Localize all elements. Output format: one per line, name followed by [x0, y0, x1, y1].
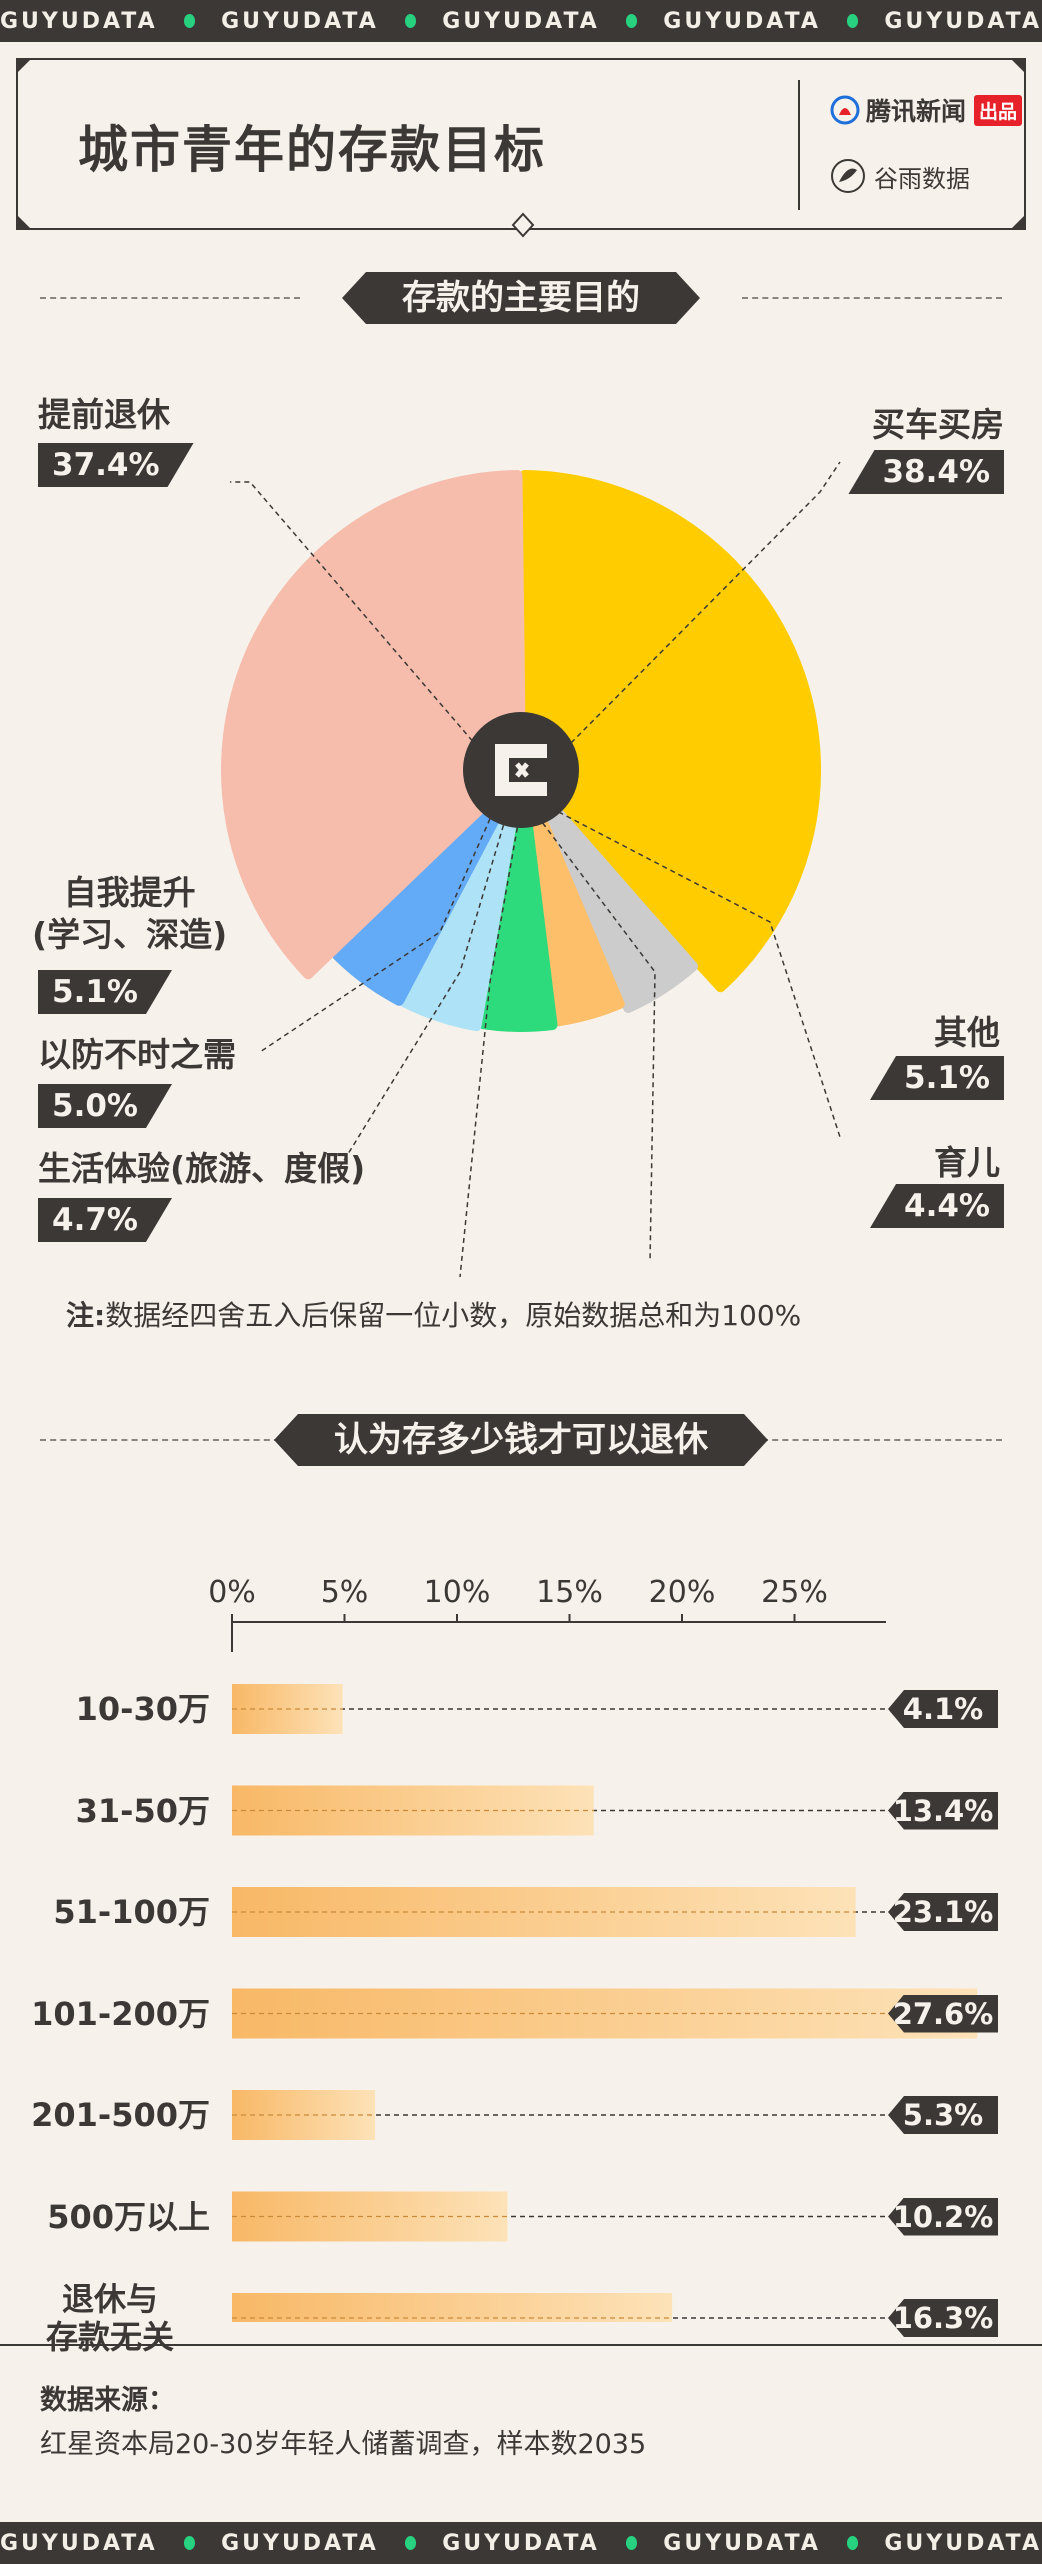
brand-text: GUYUDATA — [442, 2530, 600, 2556]
bar-category-label: 101-200万 — [31, 1994, 210, 2033]
brand-text: GUYUDATA — [221, 8, 379, 34]
pie-label-emergency: 以防不时之需 — [38, 1035, 236, 1074]
guyu-data-text: 谷雨数据 — [874, 164, 970, 193]
brand-strip-bottom: GUYUDATA GUYUDATA GUYUDATA GUYUDATA GUYUDATA — [0, 2522, 1042, 2564]
brand-text: GUYUDATA — [442, 8, 600, 34]
pie-label-self-improve: 自我提升 (学习、深造) — [32, 873, 228, 954]
bar-category-label: 31-50万 — [75, 1791, 210, 1830]
pie-value-self-improve: 5.1% — [38, 970, 172, 1014]
pie-chart — [221, 461, 841, 1278]
pie-slice — [478, 820, 558, 1032]
bar-value-badge: 4.1% — [888, 1690, 998, 1728]
page-title: 城市青年的存款目标 — [78, 121, 546, 179]
brand-text: GUYUDATA — [663, 2530, 821, 2556]
tencent-bell-icon — [830, 95, 860, 125]
tencent-news-text: 腾讯新闻 — [866, 97, 967, 126]
brand-text: GUYUDATA — [884, 2530, 1042, 2556]
green-dot-icon — [846, 2536, 859, 2550]
leader-line — [259, 801, 498, 1053]
source-text: 红星资本局20-30岁年轻人储蓄调查，样本数2035 — [40, 2429, 647, 2460]
bar-value-badge: 10.2% — [888, 2197, 998, 2236]
bar-value-badge: 23.1% — [888, 1893, 998, 1931]
rounding-note: 注:数据经四舍五入后保留一位小数，原始数据总和为100% — [66, 1294, 801, 1334]
section-dash-right — [762, 1439, 1002, 1441]
x-tick-label: 25% — [761, 1575, 828, 1610]
section-dash-left — [40, 1439, 280, 1441]
header-box: 城市青年的存款目标 腾讯新闻 出品 谷雨数据 — [16, 58, 1026, 230]
leader-line — [542, 802, 841, 1138]
brand-text: GUYUDATA — [0, 8, 158, 34]
pie-label-other: 其他 — [934, 1013, 1000, 1052]
guyu-data-logo: 谷雨数据 — [830, 158, 970, 194]
green-dot-icon — [625, 2536, 638, 2550]
section-dash-right — [742, 297, 1002, 299]
guyu-leaf-icon — [831, 159, 865, 193]
leader-line — [557, 461, 841, 757]
center-logo-glyph — [495, 744, 547, 796]
green-dot-icon — [183, 14, 196, 28]
green-dot-icon — [625, 14, 638, 28]
bar-category-label: 201-500万 — [31, 2096, 210, 2134]
bar-category-label: 51-100万 — [53, 1893, 210, 1931]
green-dot-icon — [183, 2536, 196, 2550]
pie-value-emergency: 5.0% — [38, 1084, 172, 1128]
pie-label-retire: 提前退休 — [38, 395, 170, 434]
x-tick-label: 20% — [649, 1575, 716, 1610]
section-header-purpose: 存款的主要目的 — [0, 268, 1042, 328]
green-dot-icon — [404, 14, 417, 28]
note-label: 注: — [66, 1299, 106, 1332]
pie-label-childcare: 育儿 — [934, 1143, 1000, 1182]
bar-category-label: 10-30万 — [75, 1690, 210, 1728]
brand-strip-top: GUYUDATA GUYUDATA GUYUDATA GUYUDATA GUYUDATA — [0, 0, 1042, 42]
bar-value-badge: 13.4% — [888, 1791, 998, 1830]
section-dash-left — [40, 297, 300, 299]
leader-line — [230, 481, 485, 756]
pie-value-experience: 4.7% — [38, 1198, 172, 1242]
pie-slice — [516, 470, 821, 993]
brand-text: GUYUDATA — [0, 2530, 158, 2556]
green-dot-icon — [846, 14, 859, 28]
x-tick-label: 5% — [321, 1575, 369, 1610]
bar-category-label: 500万以上 — [47, 2197, 210, 2236]
bar-chart: 0% 5% 10% 15% 20% 25% — [208, 1575, 978, 2322]
leader-line — [339, 807, 510, 1168]
pie-value-other: 5.1% — [870, 1056, 1004, 1100]
pie-value-retire: 37.4% — [38, 443, 194, 487]
pie-value-childcare: 4.4% — [870, 1184, 1004, 1228]
bar-category-label: 退休与 存款无关 — [45, 2280, 174, 2356]
bar-value-badge: 27.6% — [888, 1994, 998, 2033]
pie-label-car-house: 买车买房 — [872, 405, 1004, 444]
brand-text: GUYUDATA — [884, 8, 1042, 34]
x-tick-label: 15% — [536, 1575, 603, 1610]
pie-slice — [332, 804, 500, 1006]
corner-marks — [16, 58, 1026, 230]
bar-value-badge: 5.3% — [888, 2096, 998, 2134]
leader-line — [531, 808, 656, 1263]
pie-slice — [538, 807, 698, 1013]
leader-line — [459, 809, 522, 1278]
source-title: 数据来源： — [40, 2385, 175, 2416]
pie-slice — [221, 470, 526, 980]
bar — [232, 2293, 673, 2322]
note-text: 数据经四舍五入后保留一位小数，原始数据总和为100% — [105, 1299, 802, 1332]
x-tick-label: 10% — [424, 1575, 491, 1610]
section-title-purpose: 存款的主要目的 — [342, 272, 700, 324]
source-divider — [0, 2344, 1042, 2346]
pie-value-car-house: 38.4% — [848, 450, 1004, 494]
infographic-card: 城市青年的存款目标 腾讯新闻 出品 谷雨数据 存款的主要目的 提前退休 37.4 — [0, 42, 1042, 2522]
section-header-retire-amount: 认为存多少钱才可以退休 — [0, 1410, 1042, 1470]
tencent-tag: 出品 — [974, 94, 1023, 126]
bar-value-badge: 16.3% — [888, 2299, 998, 2337]
header-divider — [798, 80, 800, 210]
tencent-news-logo: 腾讯新闻 出品 — [830, 92, 1023, 128]
section-title-retire-amount: 认为存多少钱才可以退休 — [274, 1414, 768, 1466]
pie-label-experience: 生活体验(旅游、度假) — [38, 1149, 366, 1188]
green-dot-icon — [404, 2536, 417, 2550]
brand-text: GUYUDATA — [221, 2530, 379, 2556]
brand-text: GUYUDATA — [663, 8, 821, 34]
header-diamond-icon — [511, 212, 535, 238]
pie-slice — [400, 815, 517, 1032]
x-tick-label: 0% — [208, 1575, 256, 1610]
